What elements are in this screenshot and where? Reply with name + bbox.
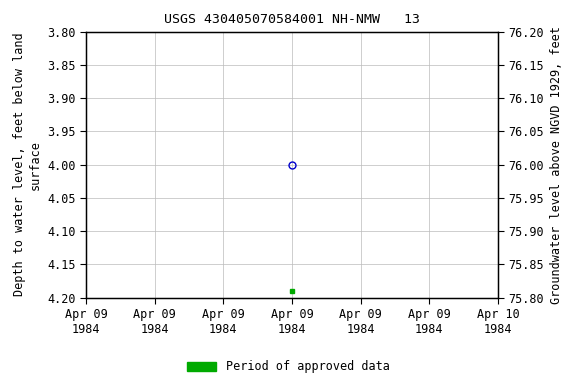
Y-axis label: Groundwater level above NGVD 1929, feet: Groundwater level above NGVD 1929, feet <box>550 26 563 304</box>
Y-axis label: Depth to water level, feet below land
surface: Depth to water level, feet below land su… <box>13 33 41 296</box>
Legend: Period of approved data: Period of approved data <box>182 356 394 378</box>
Title: USGS 430405070584001 NH-NMW   13: USGS 430405070584001 NH-NMW 13 <box>164 13 420 26</box>
